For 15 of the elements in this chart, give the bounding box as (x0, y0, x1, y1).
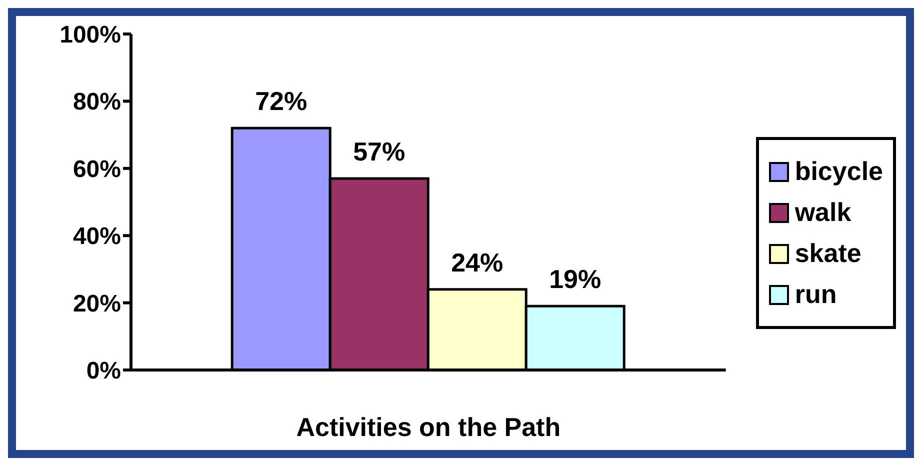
legend-label: walk (794, 197, 852, 228)
data-label: 19% (549, 264, 602, 294)
legend-label: bicycle (794, 156, 883, 187)
y-tick-label: 100% (60, 22, 121, 49)
y-tick-label: 80% (72, 88, 121, 116)
y-tick-label: 40% (72, 223, 121, 250)
x-axis-title: Activities on the Path (296, 412, 561, 442)
data-label: 72% (255, 86, 308, 116)
data-label: 24% (451, 247, 504, 278)
y-tick-label: 60% (72, 156, 121, 183)
y-tick-label: 0% (86, 358, 121, 385)
legend-label: run (794, 279, 837, 310)
legend-label: skate (794, 238, 862, 269)
y-tick-label: 20% (72, 290, 121, 318)
data-label: 57% (353, 136, 406, 166)
